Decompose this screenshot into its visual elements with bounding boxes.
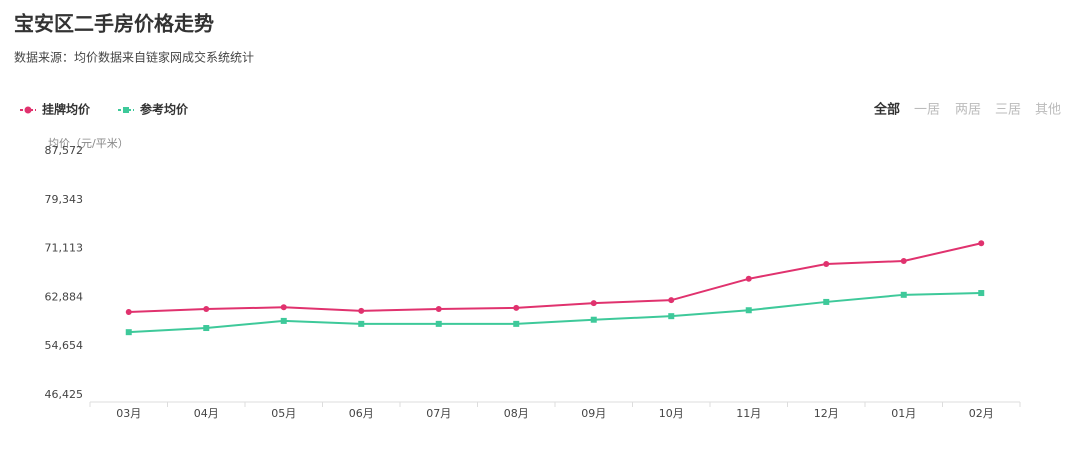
point (513, 320, 520, 327)
legend-label: 挂牌均价 (42, 102, 91, 117)
point (280, 304, 287, 311)
point (125, 329, 132, 336)
point (280, 317, 287, 324)
point (745, 275, 752, 282)
point (203, 325, 210, 332)
series-line (128, 292, 982, 334)
x-tick-label: 11月 (736, 407, 761, 420)
y-tick-label: 62,884 (45, 290, 84, 303)
point (823, 298, 830, 305)
tab[interactable]: 全部 (873, 102, 900, 118)
x-tick-label: 12月 (814, 407, 839, 420)
tab[interactable]: 一居 (914, 103, 940, 118)
x-tick-label: 06月 (349, 407, 374, 420)
point (435, 306, 442, 313)
point (978, 240, 985, 247)
y-tick-label: 79,343 (45, 193, 84, 206)
point (203, 306, 210, 313)
x-tick-label: 05月 (271, 407, 296, 420)
subtitle: 数据来源：均价数据来自链家网成交系统统计 (14, 50, 254, 65)
point (668, 297, 675, 304)
x-tick-label: 09月 (581, 407, 606, 420)
point (590, 316, 597, 323)
point (823, 260, 830, 267)
x-tick-label: 02月 (969, 407, 994, 420)
legend-label: 参考均价 (140, 102, 189, 117)
y-tick-label: 54,654 (45, 339, 84, 352)
x-tick-label: 03月 (116, 407, 141, 420)
point (513, 304, 520, 311)
point (745, 307, 752, 314)
point (668, 313, 675, 320)
y-tick-label: 87,572 (45, 144, 84, 157)
x-tick-label: 04月 (194, 407, 219, 420)
point (358, 307, 365, 314)
point (125, 309, 132, 316)
x-tick-label: 07月 (426, 407, 451, 420)
point (590, 300, 597, 307)
legend-marker (123, 107, 129, 113)
y-tick-label: 46,425 (45, 388, 84, 401)
point (900, 258, 907, 265)
point (435, 320, 442, 327)
y-tick-label: 71,113 (45, 242, 84, 255)
legend-marker (24, 106, 32, 114)
point (358, 320, 365, 327)
tab[interactable]: 两居 (955, 103, 981, 118)
series-line (128, 242, 982, 314)
tab[interactable]: 其他 (1035, 103, 1061, 118)
point (978, 290, 985, 297)
x-tick-label: 10月 (659, 407, 684, 420)
x-tick-label: 01月 (891, 407, 916, 420)
x-tick-label: 08月 (504, 407, 529, 420)
tab[interactable]: 三居 (995, 103, 1021, 118)
y-axis-label: 均价（元/平米） (48, 137, 129, 150)
point (900, 291, 907, 298)
page-title: 宝安区二手房价格走势 (14, 12, 214, 36)
